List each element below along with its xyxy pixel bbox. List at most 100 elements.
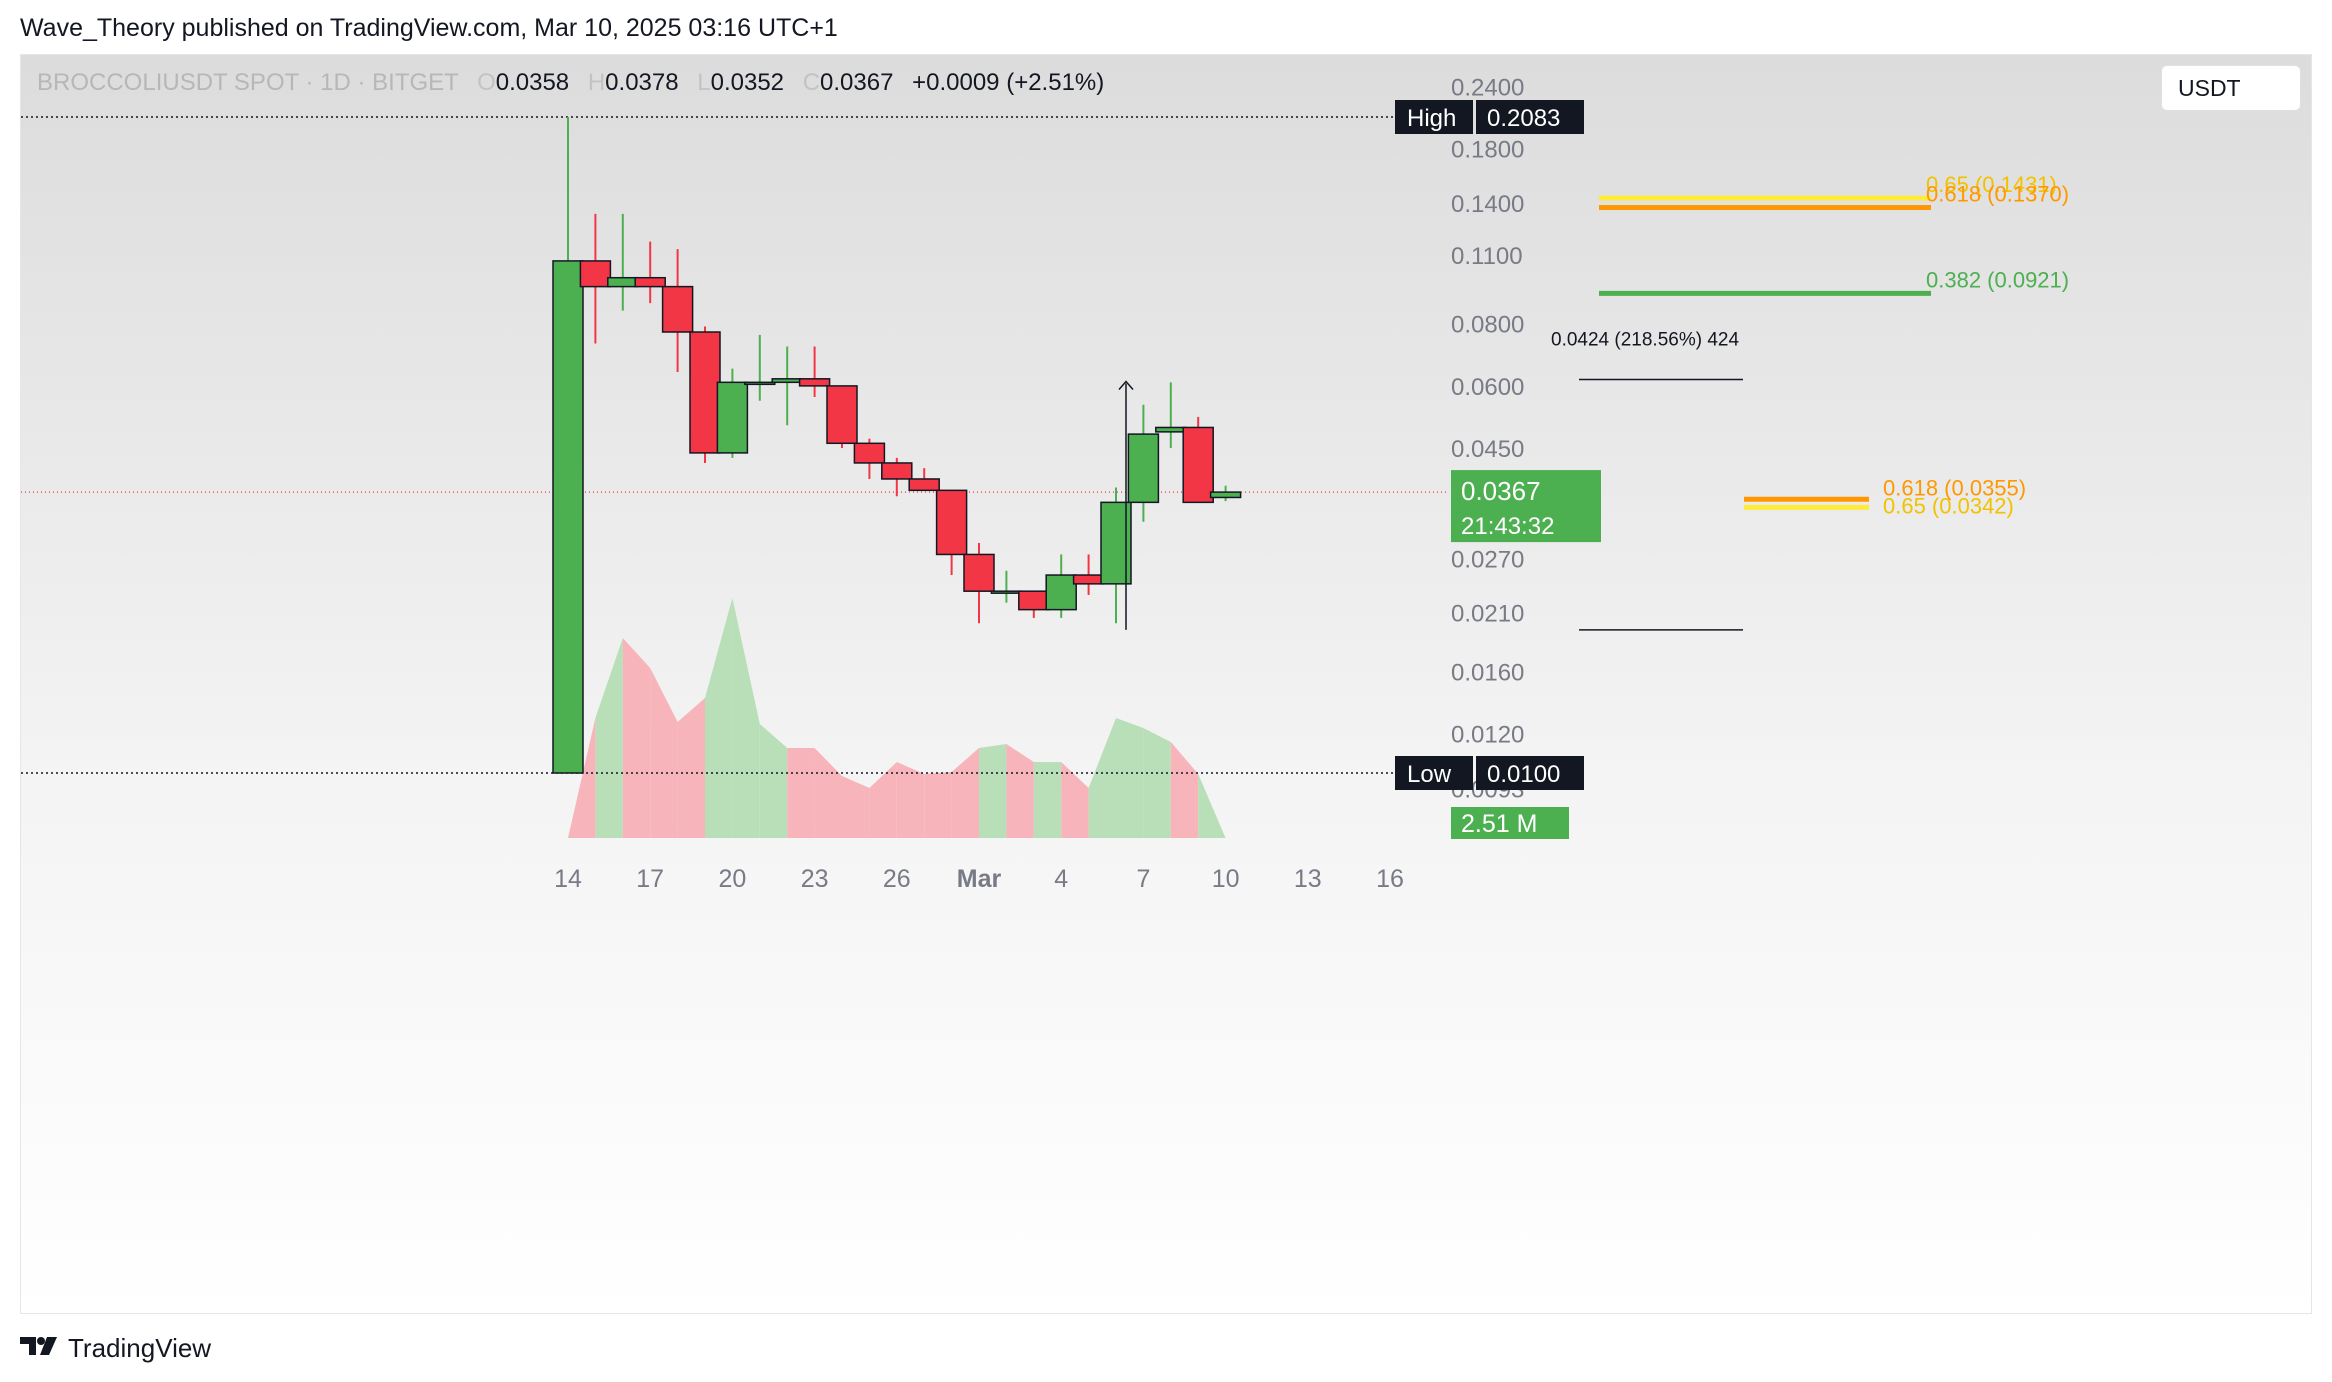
x-tick-label: 14 <box>554 865 582 893</box>
x-tick-label: 20 <box>718 865 746 893</box>
candle-body <box>990 590 1023 594</box>
fib-level-label: 0.618 (0.0355) <box>1883 475 2026 500</box>
volume-area <box>814 748 842 838</box>
candle-body <box>1209 491 1242 499</box>
fib-level-label: 0.65 (0.1431) <box>1926 172 2057 197</box>
price-chart[interactable]: 0.2400 0.1800 0.1400 0.1100 0.0800 0.0600 0.04… <box>21 55 2311 1313</box>
candle-body <box>579 260 612 288</box>
volume-area <box>622 638 651 838</box>
chart-frame: 0.2400 0.1800 0.1400 0.1100 0.0800 0.0600 0.04… <box>20 54 2312 1314</box>
candle-body <box>1018 590 1050 611</box>
low-label: L <box>697 69 711 96</box>
x-tick-label: 26 <box>883 865 911 893</box>
publisher-header: Wave_Theory published on TradingView.com… <box>20 14 838 42</box>
volume-area <box>869 762 897 838</box>
volume-area <box>595 638 623 838</box>
candle-body <box>1072 574 1105 585</box>
open-label: O <box>477 69 496 96</box>
x-tick-label: 23 <box>801 865 829 893</box>
volume-area <box>896 762 925 838</box>
change-value: +0.0009 (+2.51%) <box>912 69 1105 96</box>
tradingview-logo-icon <box>20 1332 60 1364</box>
fib-level-label: 0.382 (0.0921) <box>1926 267 2069 292</box>
candle-body <box>552 260 584 774</box>
candle-body <box>607 276 639 288</box>
volume-badge <box>1451 807 1569 839</box>
candle-body <box>935 489 968 556</box>
volume-area <box>1006 744 1034 838</box>
measure-label: 0.0424 (218.56%) 424 <box>1551 330 1739 351</box>
y-tick-label: 0.0160 <box>1451 659 1524 686</box>
symbol-name: BROCCOLIUSDT SPOT · 1D · BITGET <box>37 69 459 96</box>
currency-button[interactable]: USDT <box>2161 65 2301 111</box>
volume-area <box>1170 742 1199 838</box>
y-tick-label: 0.1100 <box>1451 243 1523 270</box>
x-tick-label: 13 <box>1294 865 1322 893</box>
candle-body <box>1182 426 1214 504</box>
volume-area <box>650 668 678 838</box>
y-tick-label: 0.0210 <box>1451 601 1524 628</box>
y-tick-label: 0.0120 <box>1451 722 1524 749</box>
candle-body <box>881 462 913 480</box>
volume-area <box>924 772 952 838</box>
measure-arrowhead <box>1118 380 1134 391</box>
volume-area <box>787 748 815 838</box>
candle-body <box>798 378 831 387</box>
candle-body <box>1045 574 1077 611</box>
x-tick-label: 16 <box>1376 865 1404 893</box>
low-value: 0.0352 <box>710 69 785 96</box>
high-label: H <box>587 69 606 96</box>
candle-body <box>771 378 803 384</box>
volume-area <box>1061 762 1089 838</box>
volume-area <box>951 748 979 838</box>
candle-body <box>826 385 858 445</box>
candle-body <box>853 442 886 464</box>
candle-body <box>963 553 995 592</box>
symbol-legend: BROCCOLIUSDT SPOT · 1D · BITGET O0.0358 … <box>37 69 1104 97</box>
countdown-value: 21:43:32 <box>1461 513 1554 540</box>
y-tick-label: 0.1800 <box>1451 137 1524 164</box>
volume-area <box>979 744 1007 838</box>
y-tick-label: 0.1400 <box>1451 191 1524 218</box>
footer-brand[interactable]: TradingView <box>20 1332 211 1364</box>
candle-body <box>634 276 666 288</box>
volume-area <box>759 724 788 838</box>
x-tick-label: 10 <box>1212 865 1240 893</box>
candle-body <box>908 478 940 492</box>
x-tick-label: 17 <box>636 865 664 893</box>
candle-body <box>1155 426 1187 433</box>
last-price-badge <box>1451 470 1601 543</box>
y-tick-label: 0.0600 <box>1451 374 1524 401</box>
y-tick-label: 0.0270 <box>1451 546 1524 573</box>
volume-area <box>1116 718 1144 838</box>
low-value-bg <box>1476 756 1584 790</box>
x-tick-label: Mar <box>957 865 1002 893</box>
volume-area <box>732 598 760 838</box>
open-value: 0.0358 <box>495 69 570 96</box>
high-value: 0.2083 <box>1487 105 1560 132</box>
candle-body <box>1127 433 1160 504</box>
high-value: 0.0378 <box>605 69 679 96</box>
volume-area <box>1088 718 1116 838</box>
fib-level-label: 0.65 (0.0342) <box>1883 493 2014 518</box>
high-label-bg <box>1395 100 1473 134</box>
volume-area <box>1033 762 1062 838</box>
fib-level-label: 0.618 (0.1370) <box>1926 182 2069 207</box>
candle-body <box>744 381 776 386</box>
candle-body <box>661 285 694 333</box>
low-label: Low <box>1407 761 1452 788</box>
volume-area <box>705 598 733 838</box>
volume-area <box>1198 774 1226 838</box>
low-value: 0.0100 <box>1487 761 1560 788</box>
candle-body <box>689 331 721 454</box>
volume-value: 2.51 M <box>1461 810 1537 838</box>
volume-area <box>677 698 705 838</box>
y-tick-label: 0.2400 <box>1451 74 1524 101</box>
high-value-bg <box>1476 100 1584 134</box>
candle-body <box>716 381 749 454</box>
volume-area <box>568 718 596 838</box>
brand-name: TradingView <box>68 1332 212 1363</box>
last-price-value: 0.0367 <box>1461 476 1541 506</box>
x-tick-label: 7 <box>1136 865 1150 893</box>
y-tick-label: 0.0450 <box>1451 436 1524 463</box>
